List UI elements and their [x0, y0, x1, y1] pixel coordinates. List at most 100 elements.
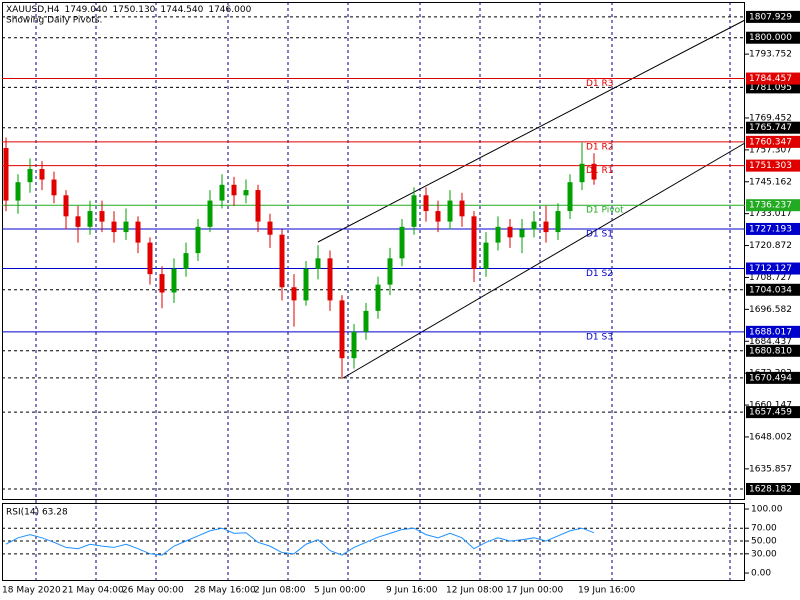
y-tick-label: 1660.147	[749, 401, 792, 411]
candle-body	[567, 182, 573, 212]
candle-body	[459, 200, 465, 217]
rsi-tick-label: 70.00	[751, 524, 777, 534]
candle-body	[15, 182, 21, 201]
pivot-label: D1 R2	[586, 142, 614, 152]
rsi-tick-label: 0.00	[751, 569, 771, 579]
candle-body	[495, 226, 501, 243]
x-tick-label: 28 May 16:00	[194, 586, 256, 596]
candle-body	[579, 163, 585, 183]
pivot-box-label: 1712.127	[749, 264, 792, 274]
y-tick-label: 1745.162	[749, 177, 792, 187]
price-box-label: 1807.929	[749, 12, 792, 22]
candle-body	[39, 169, 45, 180]
candle-body	[63, 195, 69, 217]
rsi-tick-label: 30.00	[751, 549, 777, 559]
candle-body	[243, 190, 249, 196]
x-tick-label: 18 May 2020	[2, 586, 61, 596]
pivot-box-label: 1760.347	[749, 137, 792, 147]
y-tick-label: 1733.017	[749, 209, 792, 219]
price-box-label: 1628.182	[749, 485, 792, 495]
price-box-label: 1800.000	[749, 33, 792, 43]
x-tick-label: 21 May 04:00	[62, 586, 124, 596]
candle-body	[531, 221, 537, 230]
price-box	[746, 344, 800, 357]
candle-body	[483, 242, 489, 269]
candle-body	[435, 211, 441, 222]
candle-body	[303, 268, 309, 301]
candle-body	[411, 195, 417, 227]
price-box	[746, 406, 800, 419]
pivot-box-label: 1784.457	[749, 74, 792, 84]
price-box	[746, 121, 800, 134]
candle-body	[363, 310, 369, 332]
rsi-title: RSI(14) 63.28	[6, 508, 68, 518]
pivot-label: D1 S3	[586, 332, 613, 342]
y-tick-label: 1635.857	[749, 464, 792, 474]
candle-body	[99, 211, 105, 222]
pivot-box	[746, 72, 800, 85]
symbol: XAUUSD,H4	[6, 5, 60, 15]
candle-body	[231, 184, 237, 196]
price-box	[746, 10, 800, 23]
pivot-box-label: 1727.193	[749, 224, 792, 234]
x-tick-label: 12 Jun 08:00	[446, 586, 503, 596]
candle-body	[327, 258, 333, 301]
y-tick-label: 1648.002	[749, 432, 792, 442]
y-tick-label: 1708.727	[749, 273, 792, 283]
pivot-box-label: 1736.237	[749, 201, 792, 211]
pivot-label: D1 S1	[586, 229, 613, 239]
candle-body	[255, 190, 261, 222]
candle-body	[267, 221, 273, 235]
candle-body	[135, 221, 141, 243]
candle-body	[3, 148, 9, 201]
rsi-line	[5, 527, 595, 556]
header-value: 1749.040	[65, 5, 108, 15]
candle-body	[507, 226, 513, 238]
x-tick-label: 17 Jun 00:00	[506, 586, 563, 596]
pivot-label: D1 Pivot	[586, 206, 624, 216]
y-tick-label: 1696.582	[749, 305, 792, 315]
candle-body	[195, 226, 201, 254]
candle-body	[339, 300, 345, 359]
candle-body	[555, 211, 561, 233]
pivot-box	[746, 199, 800, 212]
candle-body	[27, 169, 33, 183]
x-tick-label: 5 Jun 00:00	[314, 586, 366, 596]
pivot-box	[746, 325, 800, 338]
candle-body	[471, 216, 477, 269]
header: XAUUSD,H4 1749.040 1750.130 1744.540 1746.00…	[6, 5, 252, 15]
pivot-label: D1 S2	[586, 269, 613, 279]
x-tick-label: 9 Jun 16:00	[386, 586, 438, 596]
pivot-box	[746, 222, 800, 235]
y-tick-label: 1793.752	[749, 50, 792, 60]
candle-body	[171, 268, 177, 293]
candle-body	[123, 221, 129, 233]
candle-body	[111, 221, 117, 233]
pivot-box	[746, 135, 800, 148]
pivot-box	[746, 159, 800, 172]
rsi-tick-label: 100.00	[751, 505, 783, 515]
candle-body	[375, 284, 381, 311]
candle-body	[147, 242, 153, 275]
price-box-label: 1704.034	[749, 285, 792, 295]
rsi-tick-label: 50.00	[751, 537, 777, 547]
main-panel	[2, 2, 745, 500]
x-tick-label: 2 Jun 08:00	[254, 586, 306, 596]
candle-body	[399, 226, 405, 259]
y-tick-label: 1684.437	[749, 337, 792, 347]
candle-body	[315, 258, 321, 269]
price-box	[746, 371, 800, 384]
candle-body	[291, 287, 297, 301]
pivot-box-label: 1751.303	[749, 161, 792, 171]
price-box	[746, 483, 800, 496]
candle-body	[279, 234, 285, 288]
pivot-box-label: 1688.017	[749, 327, 792, 337]
candle-body	[51, 179, 57, 196]
y-tick-label: 1769.452	[749, 113, 792, 123]
candle-body	[447, 200, 453, 222]
candle-body	[75, 216, 81, 227]
header-value: 1744.540	[160, 5, 203, 15]
price-box-label: 1680.810	[749, 346, 792, 356]
pivot-box	[746, 262, 800, 275]
